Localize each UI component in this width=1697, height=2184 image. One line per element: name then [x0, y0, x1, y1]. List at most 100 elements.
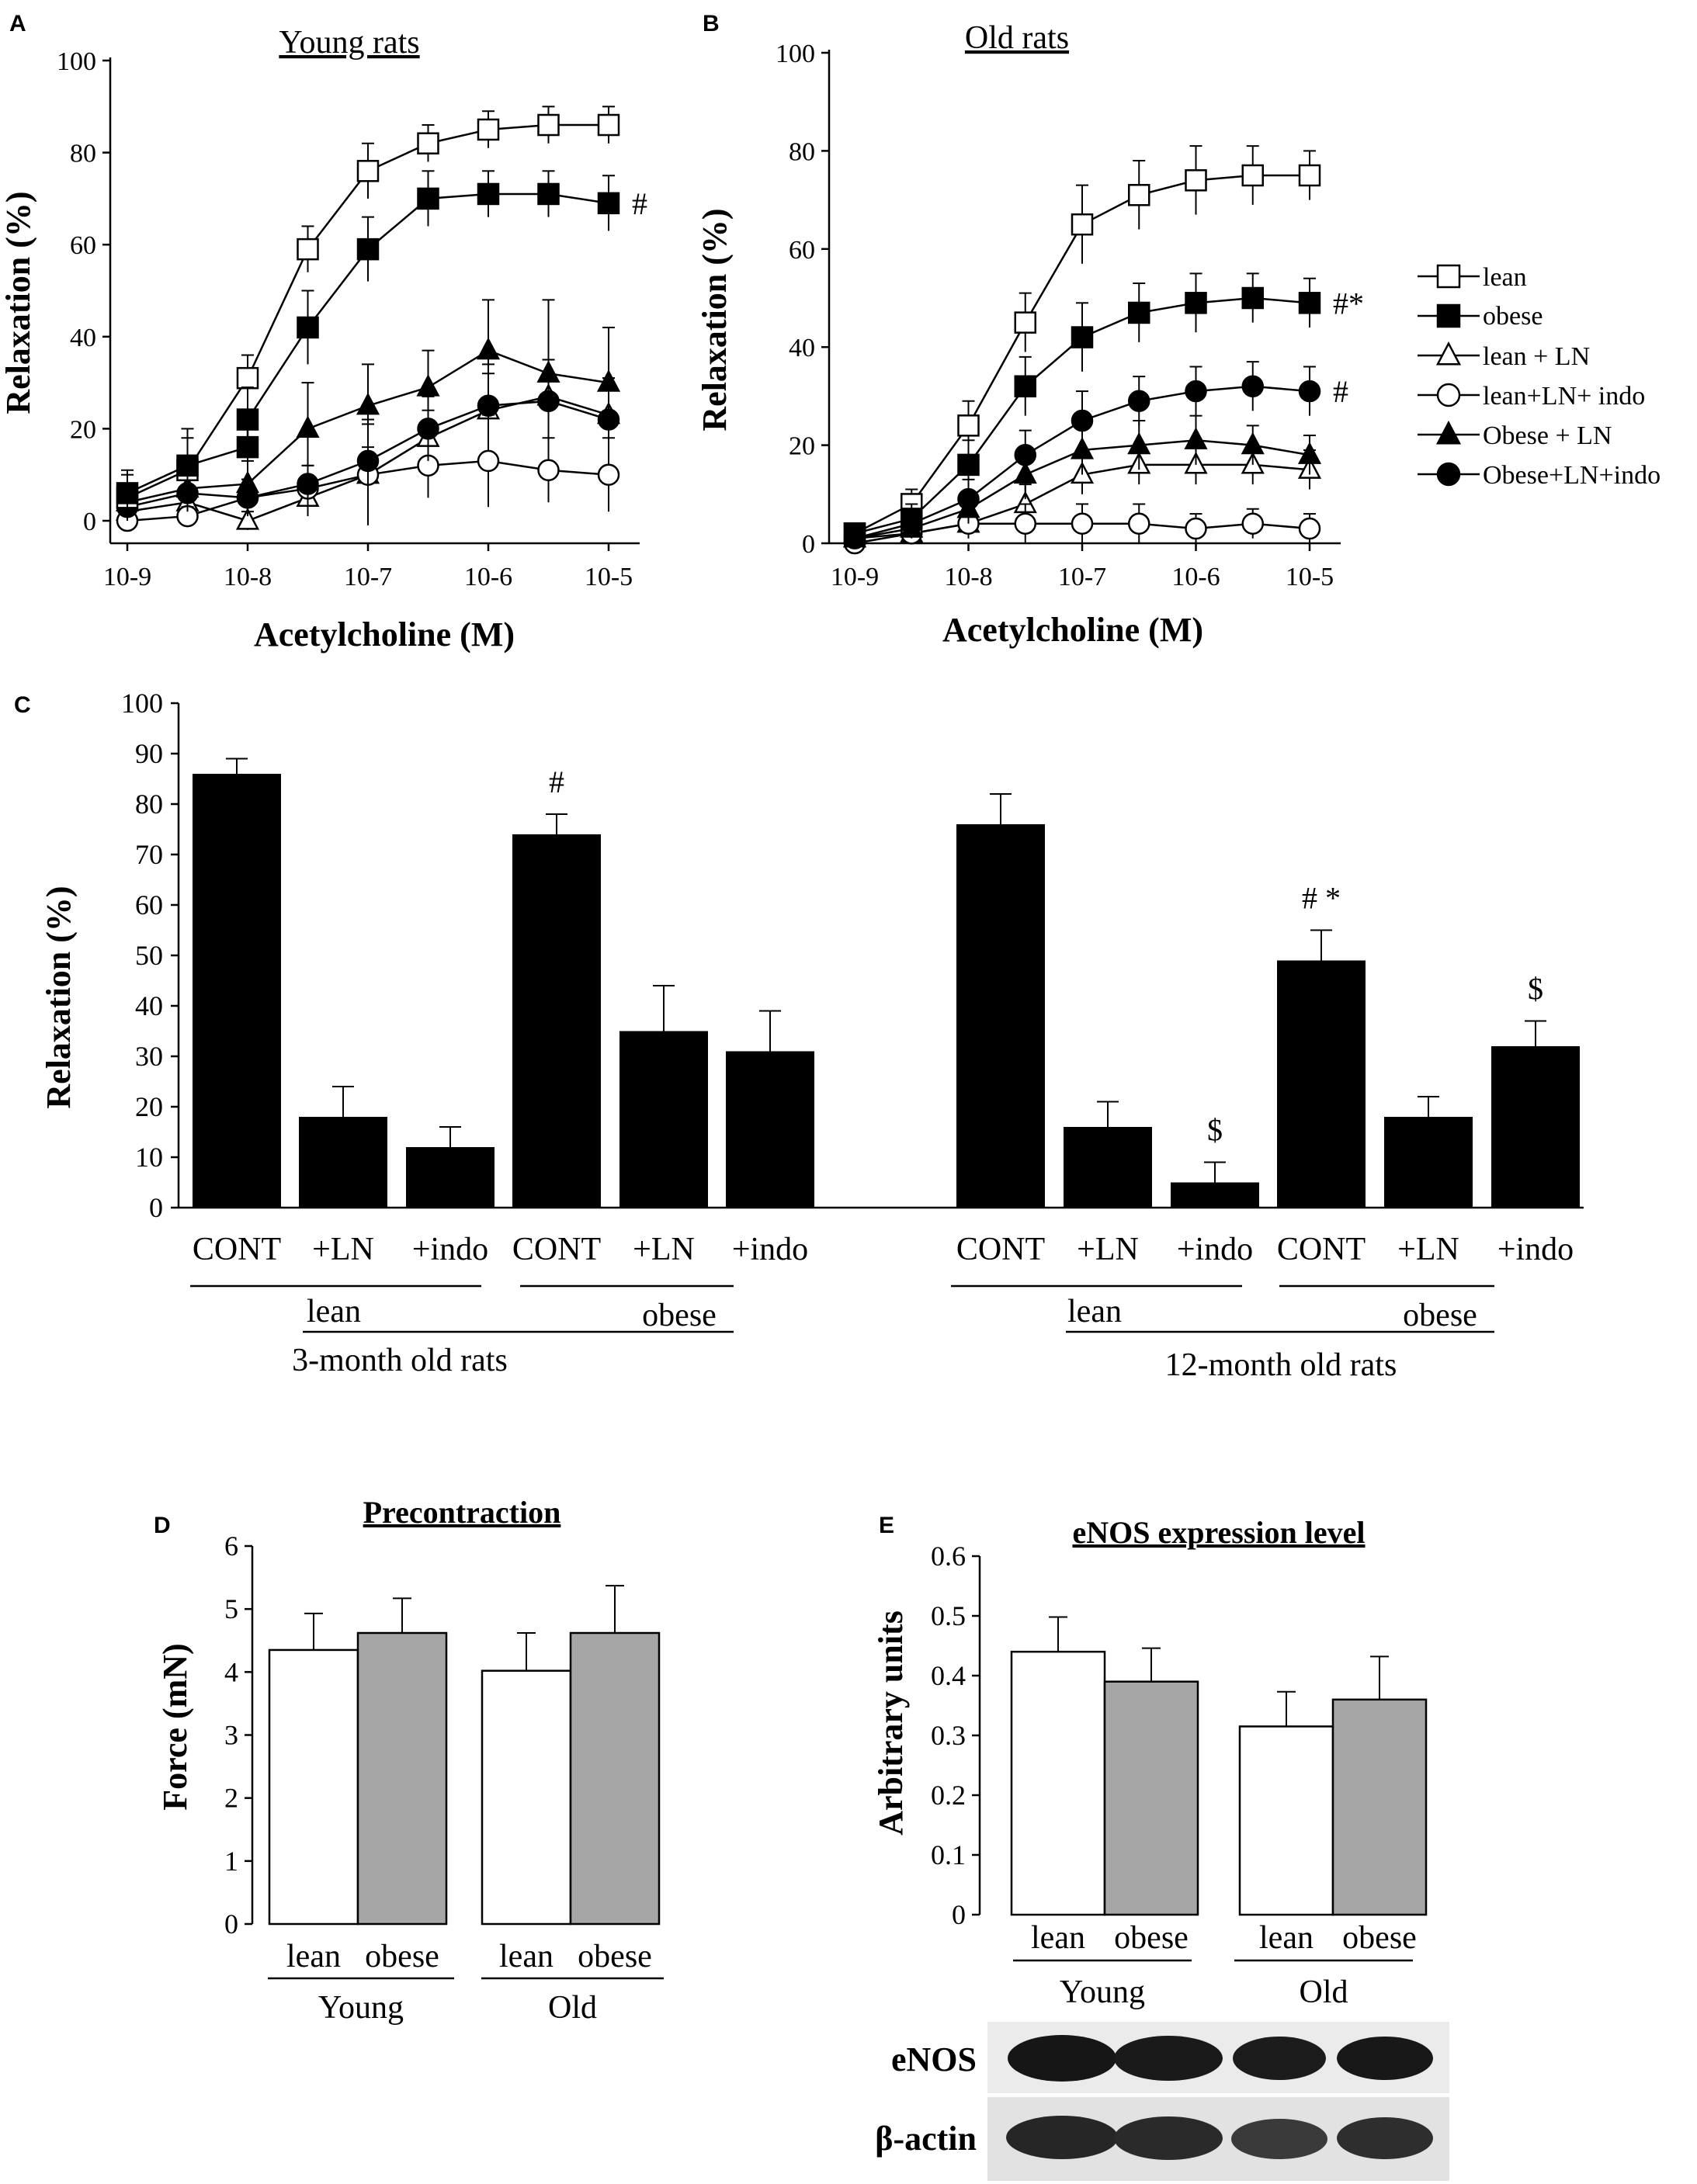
panel-d-bar-3: [569, 1631, 661, 1926]
panel-a-point-1-0: [116, 482, 139, 504]
panel-b-xtick-label-3: 10-6: [1171, 563, 1220, 591]
panel-a-series-1: [116, 170, 620, 517]
panel-a-xtick-label-1: 10-8: [224, 563, 272, 591]
panel-b-point-0-8: [1298, 164, 1321, 187]
panel-b-point-5-6: [1185, 380, 1207, 403]
panel-a-point-5-4: [356, 449, 380, 473]
panel-a-point-2-2: [235, 508, 260, 530]
panel-b-chart: Old rats Acetylcholine (M) Relaxation (%…: [696, 20, 1661, 649]
panel-a-point-1-1: [176, 454, 199, 477]
panel-c-group-old-obese: obese: [1403, 1298, 1477, 1333]
panel-e-bar-3: [1331, 1698, 1428, 1916]
panel-c-annotation-9: # *: [1302, 881, 1341, 916]
panel-d-category-2: lean: [499, 1939, 554, 1974]
panel-b-ytick-label-0: 0: [802, 530, 815, 559]
panel-d-category-0: lean: [286, 1939, 341, 1974]
panel-a-point-3-8: [597, 463, 620, 486]
panel-a-ylabel: Relaxation (%): [0, 191, 37, 414]
panel-e-group-label-1: Old: [1300, 1974, 1348, 2010]
blot-band-actin-3: [1231, 2119, 1327, 2159]
panel-c-annotation-8: $: [1207, 1113, 1223, 1148]
panel-c-category-9: CONT: [1277, 1232, 1366, 1267]
panel-d-ytick-label-6: 6: [224, 1531, 238, 1562]
panel-e-bar-1: [1103, 1680, 1199, 1916]
panel-d-bar-1: [356, 1631, 448, 1926]
panel-a-point-0-8: [597, 113, 620, 137]
panel-b-point-0-7: [1241, 164, 1264, 187]
panel-b-point-0-6: [1185, 169, 1207, 192]
panel-a-point-1-3: [236, 408, 259, 431]
panel-a-point-0-2: [236, 366, 259, 390]
panel-a-ytick-label-3: 60: [70, 231, 96, 260]
panel-b-annotation-1: #*: [1333, 286, 1364, 321]
panel-c-ytick-label-7: 70: [135, 839, 163, 870]
panel-c-category-11: +indo: [1497, 1232, 1574, 1267]
panel-a-point-0-6: [477, 118, 500, 141]
panel-c-group-young-lean: lean: [307, 1294, 361, 1329]
panel-e-ytick-label-1: 0.1: [931, 1839, 966, 1870]
panel-a-point-4-4: [356, 392, 380, 415]
panel-c-chart: Relaxation (%) 0 10 20 30 40 50 60 70 80 90 100 CON…: [40, 688, 1584, 1383]
panel-e-ytick-label-0: 0: [952, 1899, 966, 1930]
legend-marker-5: [1436, 462, 1461, 487]
panel-b-point-1-8: [1298, 292, 1321, 314]
panel-a-point-5-8: [597, 408, 620, 431]
panel-b-annotation-5: #: [1333, 374, 1348, 409]
panel-e-category-2: lean: [1259, 1920, 1314, 1956]
panel-d-bar-0: [268, 1648, 359, 1926]
panel-c-category-10: +LN: [1397, 1232, 1459, 1267]
panel-a-ytick-label-1: 20: [70, 415, 96, 444]
panel-a-xtick-label-3: 10-6: [464, 563, 512, 591]
panel-b-ytick-label-5: 100: [776, 40, 815, 68]
panel-e-category-0: lean: [1031, 1920, 1085, 1956]
panel-d-bar-2: [481, 1669, 572, 1926]
panel-b-xlabel: Acetylcholine (M): [942, 611, 1203, 649]
panel-b-point-3-7: [1241, 512, 1264, 535]
panel-c-category-7: +LN: [1077, 1232, 1139, 1267]
panel-a-point-1-7: [477, 182, 500, 206]
panel-c-ytick-label-9: 90: [135, 738, 163, 769]
panel-c-category-5: +indo: [732, 1232, 808, 1267]
panel-a-xtick-label-2: 10-7: [344, 563, 392, 591]
panel-b-point-5-2: [957, 487, 980, 511]
panel-a-point-0-5: [417, 132, 439, 154]
panel-d-category-3: obese: [578, 1939, 652, 1974]
panel-b-point-1-5: [1128, 301, 1150, 324]
legend-label-lean-ln-indo: lean+LN+ indo: [1483, 382, 1645, 411]
panel-c-bar-11: [1491, 1046, 1580, 1208]
panel-c-bar-8: [1171, 1182, 1259, 1208]
panel-e-chart: eNOS expression level Arbitrary units 0 0…: [872, 1515, 1449, 2181]
legend-label-lean: lean: [1483, 263, 1527, 292]
panel-b-point-0-3: [1014, 311, 1036, 334]
panel-a-ytick-label-0: 0: [83, 508, 96, 536]
western-blot-image: eNOS β-actin: [875, 2022, 1449, 2181]
panel-c-bar-0: [193, 774, 281, 1208]
blot-band-actin-2: [1114, 2116, 1223, 2160]
panel-e-ytick-label-2: 0.2: [931, 1780, 966, 1811]
panel-a-ytick-label-5: 100: [57, 47, 96, 76]
panel-e-title: eNOS expression level: [1072, 1515, 1365, 1550]
panel-letter-a: A: [9, 11, 26, 36]
panel-d-group-label-0: Young: [318, 1990, 404, 2026]
panel-c-group-old: 12-month old rats: [1165, 1347, 1397, 1383]
panel-b-point-3-5: [1128, 512, 1150, 535]
panel-c-category-6: CONT: [956, 1232, 1045, 1267]
panel-c-ytick-label-8: 80: [135, 789, 163, 820]
panel-e-ytick-label-3: 0.3: [931, 1720, 966, 1751]
panel-e-ylabel: Arbitrary units: [872, 1610, 910, 1836]
blot-band-enos-2: [1114, 2036, 1223, 2081]
panel-b-point-1-0: [843, 522, 866, 545]
legend-marker-1: [1436, 303, 1461, 328]
panel-c-category-2: +indo: [412, 1232, 488, 1267]
panel-e-ytick-label-4: 0.4: [931, 1660, 966, 1691]
panel-a-annotation-1: #: [632, 186, 647, 221]
panel-b-point-4-8: [1297, 442, 1322, 464]
panel-a-point-4-6: [476, 337, 501, 360]
panel-a-xtick-label-4: 10-5: [585, 563, 633, 591]
blot-band-actin-4: [1337, 2117, 1433, 2159]
panel-a-ytick-label-4: 80: [70, 140, 96, 168]
panel-b-point-4-7: [1241, 432, 1265, 455]
panel-a-series-line-1: [127, 192, 609, 494]
panel-b-ytick-label-4: 80: [789, 137, 815, 166]
